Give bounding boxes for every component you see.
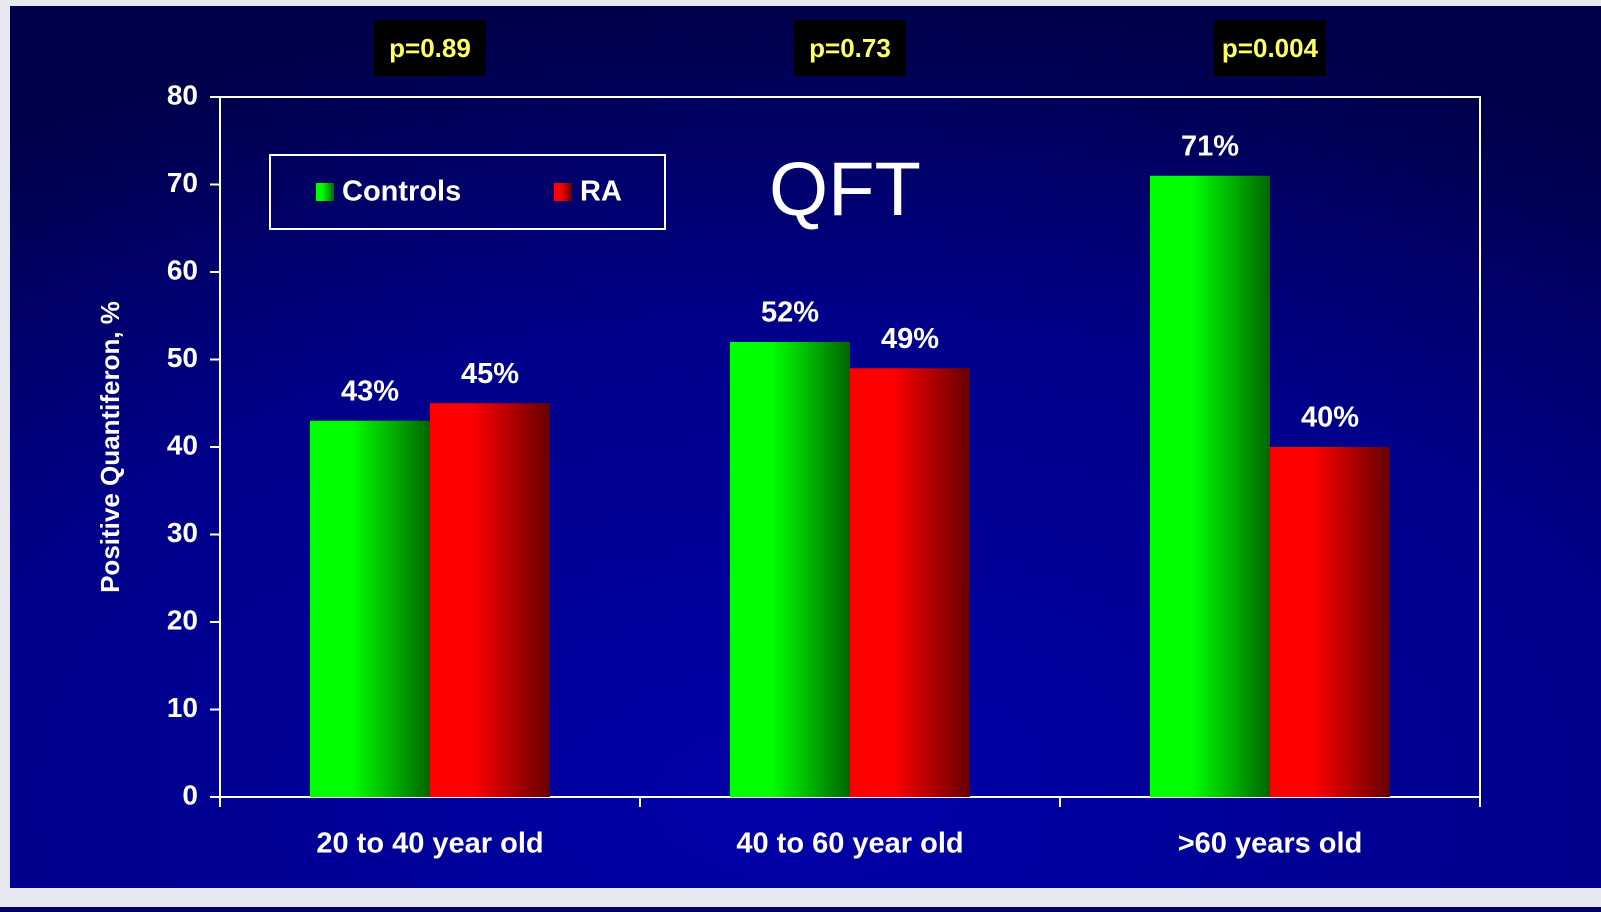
y-tick-label: 60 xyxy=(167,254,198,285)
legend-swatch xyxy=(316,183,334,201)
x-tick-label: 20 to 40 year old xyxy=(316,828,543,860)
y-tick-label: 80 xyxy=(167,79,198,110)
value-label: 45% xyxy=(461,358,519,390)
annotation-box xyxy=(374,20,486,76)
bar xyxy=(430,403,550,797)
y-tick-label: 20 xyxy=(167,604,198,635)
bar xyxy=(1270,447,1390,797)
x-tick-label: >60 years old xyxy=(1178,828,1363,860)
annotation-box xyxy=(794,20,906,76)
value-label: 52% xyxy=(761,297,819,329)
bar xyxy=(730,342,850,797)
y-tick-label: 40 xyxy=(167,429,198,460)
value-label: 40% xyxy=(1301,402,1359,434)
chart-title: QFT xyxy=(769,147,921,232)
value-label: 49% xyxy=(881,323,939,355)
legend-box xyxy=(269,154,666,230)
x-tick-label: 40 to 60 year old xyxy=(736,828,963,860)
bar xyxy=(310,420,430,797)
bar xyxy=(1150,175,1270,797)
annotation: p=0.004 xyxy=(1222,33,1319,63)
y-axis-label: Positive Quantiferon, % xyxy=(95,301,125,593)
value-label: 71% xyxy=(1181,130,1239,162)
y-tick-label: 10 xyxy=(167,692,198,723)
value-label: 43% xyxy=(341,375,399,407)
y-tick-label: 0 xyxy=(182,779,198,810)
annotation-box xyxy=(1214,20,1326,76)
y-tick-label: 70 xyxy=(167,167,198,198)
annotation: p=0.73 xyxy=(809,33,891,63)
annotation: p=0.89 xyxy=(389,33,471,63)
y-tick-label: 30 xyxy=(167,517,198,548)
legend-swatch xyxy=(554,183,572,201)
legend-label: RA xyxy=(580,176,622,208)
bar xyxy=(850,368,970,797)
legend-label: Controls xyxy=(342,176,461,208)
y-tick-label: 50 xyxy=(167,342,198,373)
